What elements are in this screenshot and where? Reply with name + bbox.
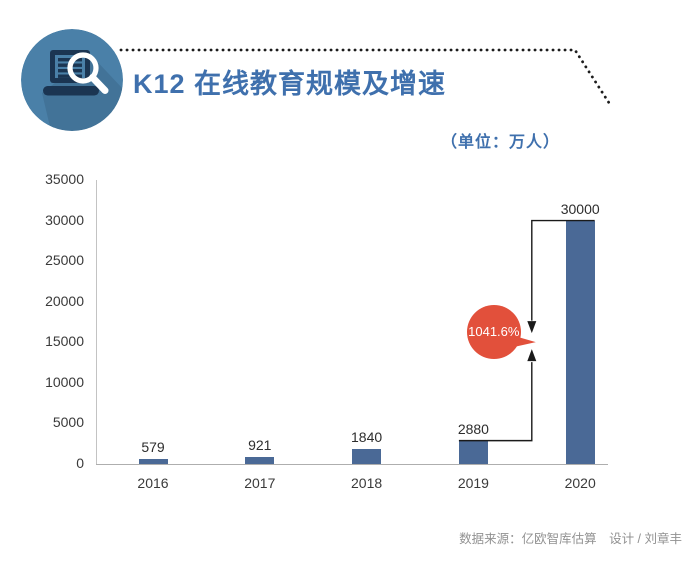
bar-value-label: 2880 <box>457 420 489 437</box>
bar-value-label: 1840 <box>351 429 383 446</box>
x-axis-line <box>96 464 608 465</box>
bar-value-label: 921 <box>248 436 272 453</box>
x-axis-tick-label: 2016 <box>137 475 169 491</box>
y-axis-tick-label: 5000 <box>52 414 84 431</box>
y-axis-tick-label: 15000 <box>45 333 84 350</box>
bar-value-label: 30000 <box>560 200 600 217</box>
source-credit: 数据来源：亿欧智库估算 设计 / 刘章丰 <box>459 532 682 546</box>
y-axis-tick-label: 10000 <box>45 373 84 390</box>
growth-value: 1041.6% <box>468 324 520 340</box>
y-axis-tick-label: 20000 <box>45 292 84 309</box>
bar-2019 <box>458 440 488 464</box>
growth-badge: 1041.6% <box>466 304 521 359</box>
laptop-search-icon-graphic <box>21 29 123 131</box>
laptop-search-icon <box>21 29 123 131</box>
unit-label: （单位：万人） <box>441 134 561 151</box>
bar-2017 <box>245 456 275 464</box>
bar-2016 <box>138 459 168 464</box>
x-axis-tick-label: 2017 <box>244 475 276 491</box>
bar-2018 <box>352 449 382 464</box>
y-axis-tick-label: 0 <box>76 455 84 471</box>
bar-value-label: 579 <box>141 439 165 456</box>
y-axis-tick-label: 35000 <box>45 171 84 187</box>
x-axis-tick-label: 2018 <box>351 475 383 491</box>
y-axis-tick-label: 25000 <box>45 252 84 269</box>
y-axis-line <box>96 180 97 464</box>
x-axis-tick-label: 2020 <box>564 475 596 491</box>
bar-2020 <box>565 220 595 464</box>
y-axis-tick-label: 30000 <box>45 211 84 228</box>
x-axis-tick-label: 2019 <box>457 475 489 491</box>
